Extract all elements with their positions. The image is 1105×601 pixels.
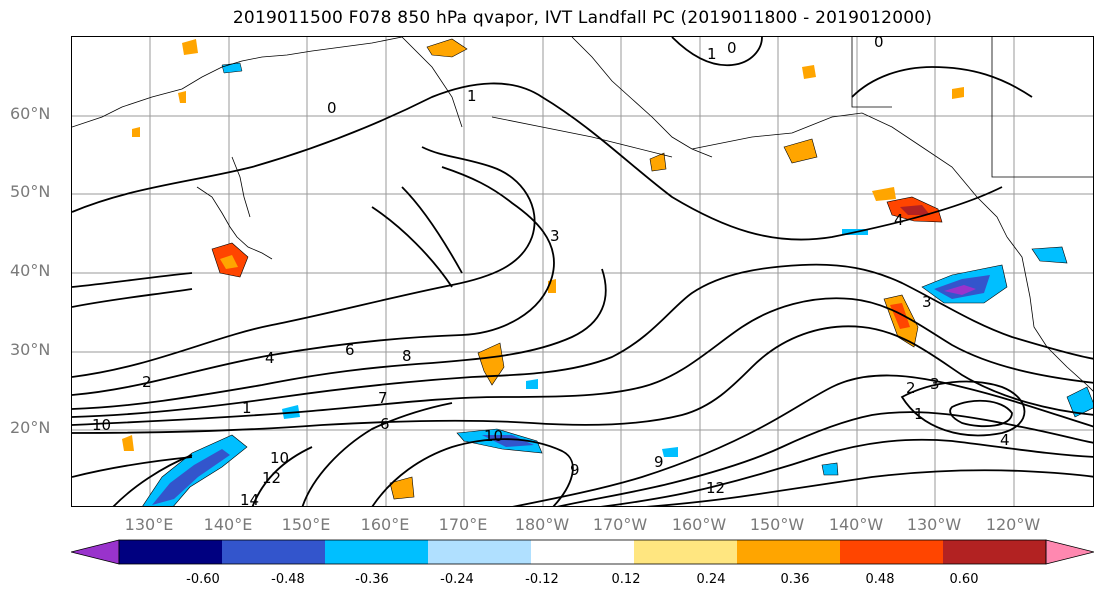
contour-label: 1 [707,45,717,63]
contour-label: 14 [240,491,259,507]
contour-label: 2 [906,379,916,397]
lon-label-150w: 150°W [749,515,805,534]
colorbar-segment [634,540,738,564]
colorbar-segment [119,540,223,564]
colorbar-segment [531,540,635,564]
lon-label-170e: 170°E [438,515,488,534]
contour-label: 3 [930,375,940,393]
colorbar-segment [222,540,326,564]
contour-label: 12 [706,479,725,497]
colorbar-tick-label: 0.12 [611,572,641,587]
coastlines [72,37,1093,392]
colorbar-tick-label: 0.24 [696,572,726,587]
contour-label: 12 [262,469,281,487]
colorbar-segment [325,540,429,564]
colorbar-segment [840,540,944,564]
colorbar [71,539,1094,565]
colorbar-frame [118,539,1047,565]
contour-label: 10 [484,427,503,445]
contour-label: 10 [270,449,289,467]
graticule [72,37,1093,506]
lon-label-170w: 170°W [592,515,648,534]
lat-label-30n: 30°N [10,340,51,359]
contour-label: 1 [467,87,477,105]
contour-label: 0 [327,99,337,117]
lon-label-130w: 130°W [906,515,962,534]
map-panel: 0 1 0 0 1 3 4 6 8 7 6 10 10 10 12 14 9 1… [71,36,1094,507]
lon-label-120w: 120°W [985,515,1041,534]
lat-label-40n: 40°N [10,261,51,280]
colorbar-tick-label: -0.60 [186,572,220,587]
colorbar-segment [943,540,1047,564]
contour-label: 8 [402,347,412,365]
contour-label: 6 [380,415,390,433]
contour-label: 3 [922,293,932,311]
map-canvas: 0 1 0 0 1 3 4 6 8 7 6 10 10 10 12 14 9 1… [72,37,1093,507]
contour-labels: 0 1 0 0 1 3 4 6 8 7 6 10 10 10 12 14 9 1… [92,37,1010,507]
colorbar-tick-label: 0.36 [780,572,810,587]
shaded-anomaly-patches [122,38,1093,506]
contour-label: 0 [727,39,737,57]
lat-label-60n: 60°N [10,104,51,123]
colorbar-extend-high [1045,539,1094,565]
colorbar-segment [428,540,532,564]
lon-label-130e: 130°E [124,515,174,534]
contour-label: 4 [1000,431,1010,449]
colorbar-tick-label: 0.60 [949,572,979,587]
contour-label: 10 [92,416,111,434]
contour-label: 9 [570,461,580,479]
lat-label-20n: 20°N [10,418,51,437]
lon-label-150e: 150°E [281,515,331,534]
contour-label: 1 [242,399,252,417]
contour-label: 4 [265,349,275,367]
colorbar-segment [737,540,841,564]
lon-label-180w: 180°W [514,515,570,534]
contour-label: 9 [654,453,664,471]
colorbar-tick-label: 0.48 [865,572,895,587]
colorbar-tick-label: -0.36 [355,572,389,587]
contour-label: 7 [378,389,388,407]
contour-label: 1 [914,405,924,423]
lat-label-50n: 50°N [10,182,51,201]
colorbar-tick-label: -0.48 [271,572,305,587]
map-title: 2019011500 F078 850 hPa qvapor, IVT Land… [232,8,933,28]
contour-label: 6 [345,341,355,359]
lon-label-160e: 160°E [360,515,410,534]
contour-label: 0 [874,37,884,51]
contour-label: 4 [894,211,904,229]
lon-label-160w: 160°W [671,515,727,534]
lon-label-140w: 140°W [828,515,884,534]
colorbar-extend-low [71,539,120,565]
colorbar-tick-label: -0.24 [440,572,474,587]
colorbar-tick-label: -0.12 [525,572,559,587]
contour-label: 3 [550,227,560,245]
contour-label: 2 [142,373,152,391]
lon-label-140e: 140°E [203,515,253,534]
ivt-contours [72,37,1093,506]
